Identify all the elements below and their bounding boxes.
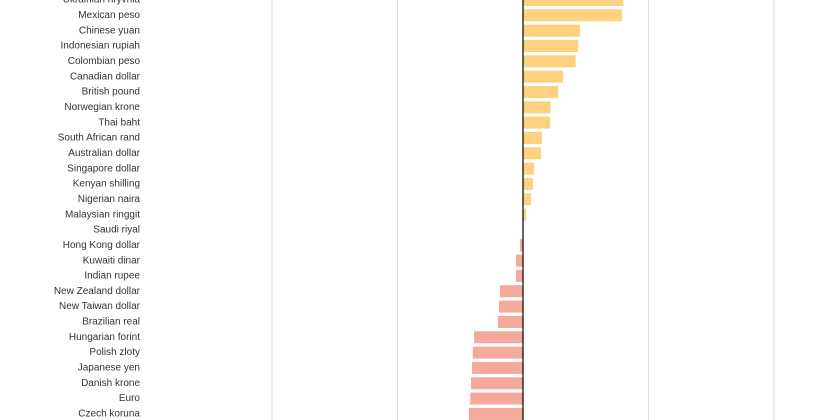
bar [523,55,576,68]
bar [523,0,624,6]
bar [523,147,542,160]
y-tick-label: Saudi riyal [93,225,140,236]
bar [515,269,523,282]
bar [519,239,523,252]
bar [523,70,564,83]
bar [523,9,623,22]
bar [472,361,523,374]
y-tick-label: Malaysian ringgit [65,209,140,220]
y-tick-label: Indonesian rupiah [60,41,140,52]
y-tick-label: Mexican peso [78,10,140,21]
y-tick-label: Brazilian real [82,317,140,328]
y-tick-label: Thai baht [98,117,140,128]
bar [523,101,551,114]
bar [523,193,532,206]
y-tick-label: Kenyan shilling [73,179,140,190]
y-tick-label: Norwegian krone [64,102,140,113]
bar [498,300,523,313]
bar [523,116,551,129]
y-tick-label: Japanese yen [78,363,140,374]
bar [471,377,523,390]
bar [523,39,579,52]
bar [474,331,523,344]
bar [472,346,523,359]
y-tick-label: Singapore dollar [67,163,140,174]
y-tick-label: Kuwaiti dinar [83,255,141,266]
y-tick-label: Nigerian naira [78,194,141,205]
bar [523,131,542,144]
y-tick-label: Australian dollar [68,148,140,159]
bar [515,254,523,267]
bar [497,315,523,328]
y-tick-label: Indian rupee [84,271,140,282]
y-tick-label: Hungarian forint [69,332,140,343]
bar [523,24,580,37]
bar [523,85,559,98]
y-tick-label: South African rand [58,133,140,144]
y-tick-label: Euro [119,393,141,404]
bar [523,162,535,175]
y-tick-label: Ukrainian hryvnia [63,0,141,6]
bar [523,177,534,190]
bar [469,407,523,420]
y-tick-label: New Taiwan dollar [59,301,141,312]
bar [523,208,527,221]
y-tick-label: Chinese yuan [79,25,140,36]
y-tick-label: Colombian peso [68,56,141,67]
y-tick-label: Hong Kong dollar [63,240,141,251]
y-tick-label: New Zealand dollar [54,286,141,297]
y-tick-label: Canadian dollar [70,71,141,82]
y-tick-label: Czech koruna [78,409,140,420]
bar [470,392,523,405]
y-tick-label: Danish krone [81,378,140,389]
y-tick-label: Polish zloty [89,347,140,358]
y-tick-label: British pound [82,87,140,98]
bar [499,285,523,298]
